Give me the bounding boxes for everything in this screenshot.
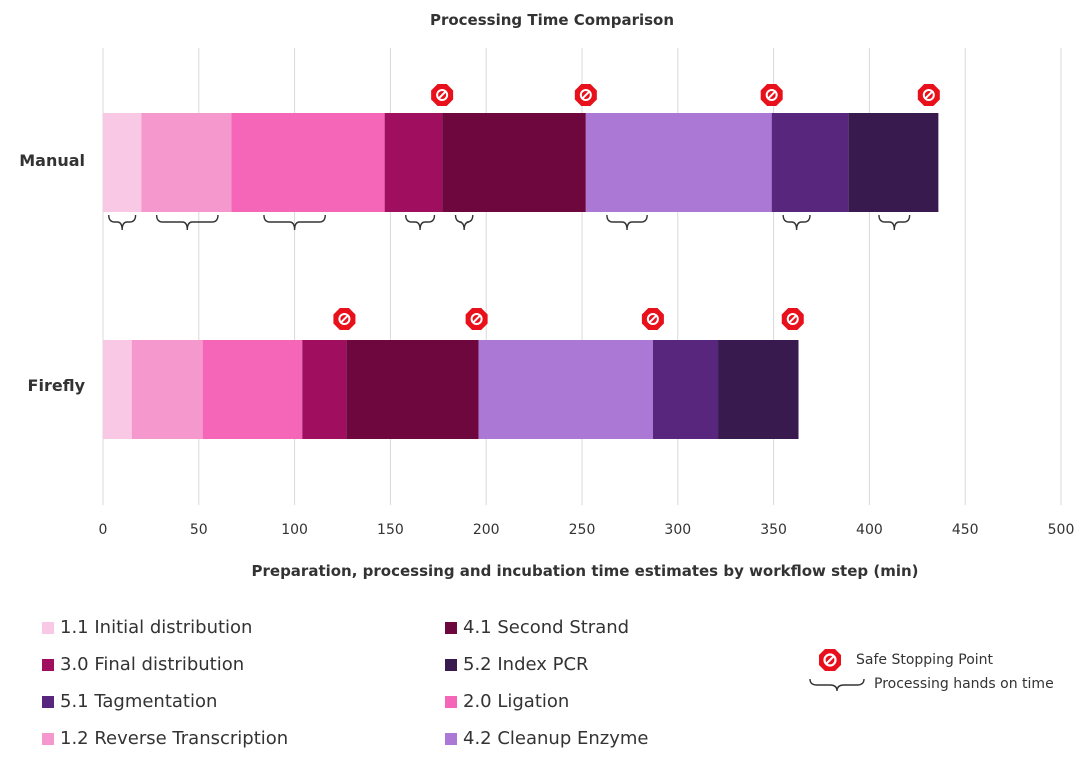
bar-segment: [103, 340, 132, 439]
bar-segment: [231, 113, 385, 212]
no-entry-icon: [465, 308, 488, 330]
no-entry-icon: [431, 84, 454, 106]
x-tick-label: 300: [664, 522, 691, 538]
bar-segment: [131, 340, 203, 439]
x-tick-label: 0: [99, 522, 108, 538]
bar-segment: [652, 340, 719, 439]
bar-segment: [384, 113, 443, 212]
category-label-manual: Manual: [19, 151, 85, 170]
x-tick-labels: 0 50 100 150 200 250 300 350 400 450 500: [99, 522, 1075, 538]
bar-segment: [202, 340, 303, 439]
x-tick-label: 400: [856, 522, 883, 538]
bar-segment: [585, 113, 772, 212]
x-axis-label: Preparation, processing and incubation t…: [252, 562, 919, 580]
x-tick-label: 200: [473, 522, 500, 538]
category-label-firefly: Firefly: [28, 376, 86, 395]
hands-on-brace: [454, 214, 474, 231]
bar-segment: [103, 113, 142, 212]
no-entry-icon: [641, 308, 664, 330]
x-tick-label: 150: [377, 522, 404, 538]
x-tick-label: 450: [952, 522, 979, 538]
no-entry-icon: [333, 308, 356, 330]
bar-segment: [346, 340, 479, 439]
x-tick-label: 50: [190, 522, 208, 538]
hands-on-brace: [782, 214, 811, 231]
x-tick-label: 100: [281, 522, 308, 538]
bar-segment: [771, 113, 849, 212]
safe-stop-markers: [333, 84, 940, 330]
bar-segment: [442, 113, 586, 212]
no-entry-icon: [574, 84, 597, 106]
bar-segment: [478, 340, 653, 439]
x-tick-label: 350: [760, 522, 787, 538]
bar-segment: [848, 113, 939, 212]
bar-segment: [141, 113, 232, 212]
hands-on-brace: [263, 214, 326, 231]
hands-on-braces: [108, 214, 911, 231]
no-entry-icon: [781, 308, 804, 330]
no-entry-icon: [917, 84, 940, 106]
hands-on-brace: [108, 214, 137, 231]
no-entry-icon: [760, 84, 783, 106]
hands-on-brace: [878, 214, 911, 231]
hands-on-brace: [405, 214, 436, 231]
hands-on-brace: [606, 214, 648, 231]
bar-segment: [718, 340, 799, 439]
bar-segment: [302, 340, 347, 439]
x-tick-label: 500: [1048, 522, 1075, 538]
bar-segments: [103, 113, 939, 439]
hands-on-brace: [155, 214, 219, 231]
chart-title: Processing Time Comparison: [430, 11, 674, 29]
x-tick-label: 250: [569, 522, 596, 538]
